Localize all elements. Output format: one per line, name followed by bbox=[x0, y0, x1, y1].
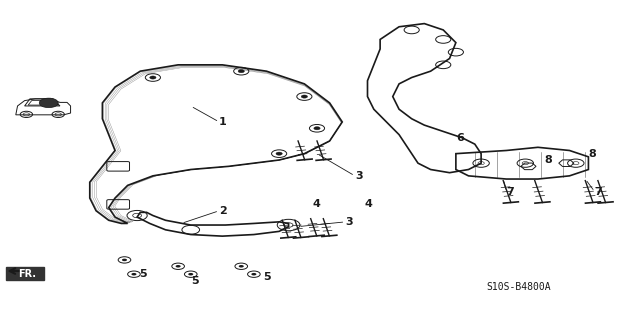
Text: 2: 2 bbox=[219, 206, 227, 216]
Text: 5: 5 bbox=[191, 276, 198, 285]
Text: 7: 7 bbox=[507, 187, 514, 197]
Circle shape bbox=[238, 69, 245, 73]
Circle shape bbox=[176, 265, 181, 268]
Text: 6: 6 bbox=[456, 133, 463, 143]
Circle shape bbox=[188, 273, 193, 276]
Text: 7: 7 bbox=[595, 187, 602, 197]
Text: S10S-B4800A: S10S-B4800A bbox=[487, 282, 552, 292]
Circle shape bbox=[301, 95, 307, 98]
Text: 8: 8 bbox=[588, 149, 596, 159]
Circle shape bbox=[122, 259, 127, 261]
Text: 4: 4 bbox=[313, 199, 320, 209]
Text: 8: 8 bbox=[544, 155, 552, 165]
Circle shape bbox=[276, 152, 282, 155]
Circle shape bbox=[251, 273, 256, 276]
Text: 5: 5 bbox=[139, 269, 146, 279]
Text: 4: 4 bbox=[365, 199, 372, 209]
Text: 1: 1 bbox=[219, 117, 227, 127]
Circle shape bbox=[239, 265, 244, 268]
Text: FR.: FR. bbox=[18, 268, 36, 279]
FancyBboxPatch shape bbox=[6, 267, 44, 280]
Text: 5: 5 bbox=[263, 272, 271, 282]
Circle shape bbox=[314, 127, 320, 130]
Circle shape bbox=[39, 98, 58, 108]
Text: 3: 3 bbox=[346, 217, 353, 227]
Circle shape bbox=[131, 273, 136, 276]
Text: 3: 3 bbox=[355, 171, 363, 181]
Circle shape bbox=[150, 76, 156, 79]
